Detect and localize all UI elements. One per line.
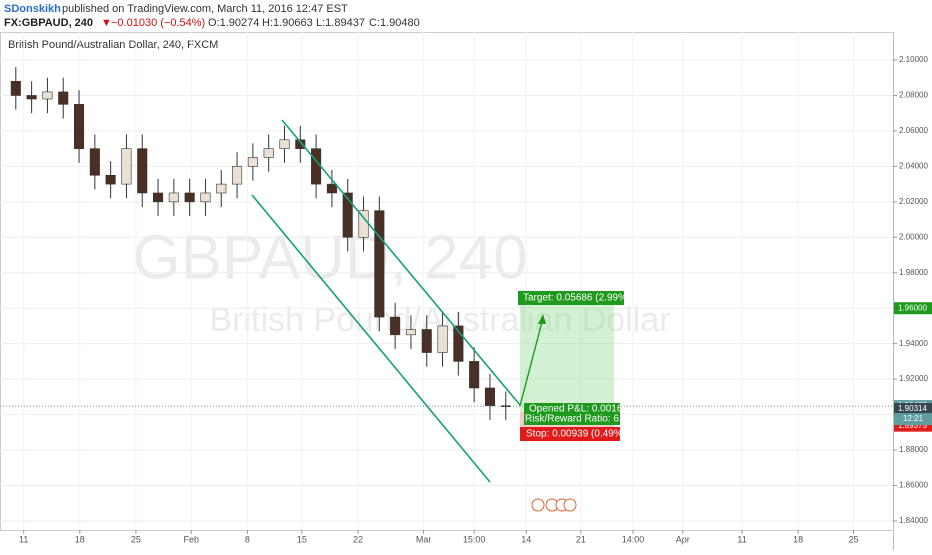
event-icons[interactable] xyxy=(531,498,577,512)
countdown: 12:21 xyxy=(903,414,924,423)
y-tick-label: 1.98000 xyxy=(899,268,928,277)
candle-body xyxy=(26,95,37,100)
high: H:1.90663 xyxy=(262,17,313,29)
x-tick-label: Apr xyxy=(676,534,690,544)
x-tick-label: 11 xyxy=(19,534,28,544)
x-tick-label: 25 xyxy=(848,534,858,544)
x-tick-label: 18 xyxy=(793,534,803,544)
candle-body xyxy=(105,174,116,185)
author[interactable]: SDonskikh xyxy=(4,3,61,15)
candle-body xyxy=(58,91,69,105)
y-tick-label: 1.88000 xyxy=(899,445,928,454)
channel-lower[interactable] xyxy=(251,194,491,483)
y-tick-label: 1.92000 xyxy=(899,374,928,383)
x-tick-label: Mar xyxy=(416,534,432,544)
candle-body xyxy=(200,192,211,203)
target-zone[interactable] xyxy=(520,300,614,412)
candle-body xyxy=(453,325,464,362)
candle-body xyxy=(311,148,322,185)
candle-body xyxy=(374,210,385,318)
price-label: 1.90314 xyxy=(898,404,927,413)
candle-body xyxy=(216,183,227,194)
candle-body xyxy=(342,192,353,238)
x-tick-label: 18 xyxy=(75,534,85,544)
x-tick-label: 22 xyxy=(353,534,363,544)
y-tick-label: 2.10000 xyxy=(899,55,928,64)
countdown-box xyxy=(894,413,932,426)
ratio-label: Risk/Reward Ratio: 6.06 xyxy=(525,414,633,425)
chart-title: British Pound/Australian Dollar, 240, FX… xyxy=(8,39,218,51)
x-tick-label: Feb xyxy=(183,534,199,544)
open: O:1.90274 xyxy=(208,17,259,29)
candle-body xyxy=(295,139,306,149)
candle-body xyxy=(484,387,496,407)
candle-body xyxy=(421,329,432,353)
candle-body xyxy=(469,361,480,389)
watermark: GBPAUD, 240 xyxy=(132,223,527,292)
candle-body xyxy=(247,157,258,167)
candle-body xyxy=(89,148,100,176)
candle-body xyxy=(263,148,274,158)
channel-upper[interactable] xyxy=(281,119,521,406)
pnl-label: Opened P&L: 0.00166 xyxy=(529,404,628,415)
target-label: Target: 0.05686 (2.99%) xyxy=(523,293,630,304)
y-tick-label: 2.00000 xyxy=(899,232,928,241)
x-tick-label: 8 xyxy=(245,534,250,544)
candle-body xyxy=(279,139,290,149)
candle-body xyxy=(42,91,53,100)
candle-body xyxy=(405,329,416,336)
y-tick-label: 2.02000 xyxy=(899,197,928,206)
y-tick-label: 1.94000 xyxy=(899,339,928,348)
x-tick-label: 21 xyxy=(576,534,586,544)
target-arrow xyxy=(519,317,544,407)
price-label-box xyxy=(894,403,932,416)
x-tick-label: 25 xyxy=(131,534,141,544)
candle-body xyxy=(10,80,21,96)
y-tick-label: 2.08000 xyxy=(899,91,928,100)
candle-body xyxy=(500,405,511,408)
change: −0.01030 (−0.54%) xyxy=(111,17,205,29)
stop-label: Stop: 0.00939 (0.49%) xyxy=(526,429,626,440)
candle-body xyxy=(437,325,448,353)
candle-body xyxy=(184,192,195,203)
x-tick-label: 14 xyxy=(521,534,531,544)
candle-body xyxy=(121,148,132,185)
y-tick-label: 2.04000 xyxy=(899,161,928,170)
low: L:1.89437 xyxy=(316,17,365,29)
candle-body xyxy=(153,192,164,203)
target-box xyxy=(518,291,624,305)
y-tick-label: 1.84000 xyxy=(899,516,928,525)
x-tick-label: 15:00 xyxy=(463,534,486,544)
candle-body xyxy=(232,166,243,185)
close: C:1.90480 xyxy=(369,17,420,29)
price-label: 1.89375 xyxy=(898,421,927,430)
pnl-box xyxy=(524,403,620,425)
stop-box xyxy=(520,427,620,441)
y-tick-label: 1.86000 xyxy=(899,481,928,490)
y-tick-label: 2.06000 xyxy=(899,126,928,135)
candle-body xyxy=(137,148,148,194)
symbol: FX:GBPAUD, 240 xyxy=(4,17,93,29)
x-tick-label: 11 xyxy=(737,534,746,544)
x-tick-label: 14:00 xyxy=(622,534,645,544)
x-tick-label: 15 xyxy=(297,534,307,544)
price-label-box xyxy=(894,302,932,315)
price-label: 1.96000 xyxy=(898,303,927,312)
published: published on TradingView.com, March 11, … xyxy=(62,3,348,15)
candle-body xyxy=(326,183,337,194)
change-arrow: ▼ xyxy=(101,17,112,29)
candle-body xyxy=(168,192,179,203)
target-arrowhead xyxy=(538,314,546,324)
candle-body xyxy=(390,316,401,336)
candle-body xyxy=(73,104,85,149)
